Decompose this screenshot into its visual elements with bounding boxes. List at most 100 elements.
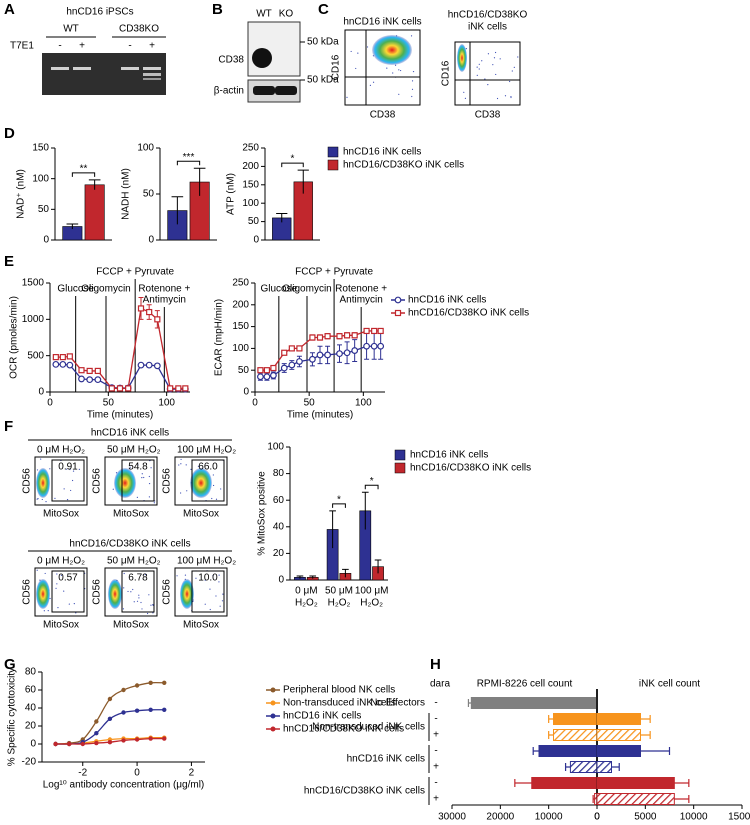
gate-value: 66.0 [198,462,218,473]
gel-band [143,73,161,76]
event-label: Glucose [260,284,297,295]
flow-dot [476,74,478,76]
point [121,738,126,743]
gate [121,459,155,502]
y-tick-label: 100 [242,198,259,209]
y-tick-label: 60 [273,495,285,506]
marker [175,385,182,392]
y-tick-label: 0 [148,235,154,246]
panel-letter: F [4,418,13,435]
row-label: No Effectors [370,698,425,709]
marker [324,333,331,340]
flow-x-label: MitoSox [183,620,219,631]
error-bar [548,715,554,723]
bar [553,713,598,725]
flow-dot [143,476,145,479]
blot-band [252,48,272,68]
flow-x-label: MitoSox [183,509,219,520]
y-tick-label: 1500 [22,278,45,289]
flow-dot [487,53,490,55]
flow-dot [63,488,65,490]
marker [288,361,296,369]
event-label: Rotenone + [335,284,387,295]
gate [191,459,225,502]
bar [596,729,641,741]
x-axis-label: Time (minutes) [287,410,353,421]
legend-swatch [327,159,339,171]
flow-dot [180,492,182,494]
flow-dot [75,612,77,614]
flow-title: hnCD16/CD38KO [448,10,528,21]
marker [371,327,378,335]
x-tick-label: 50 [304,398,316,409]
x-tick-label: 100 [158,398,175,409]
flow-y-label: CD56 [22,468,33,494]
flow-y-label: CD16 [331,54,342,80]
marker [296,358,303,365]
flow-dot [132,588,134,591]
bar [596,761,612,773]
marker [116,385,124,392]
point [107,696,113,702]
flow-dot [56,573,58,575]
marker [182,385,189,392]
blot-band [253,86,275,95]
event-label: FCCP + Pyruvate [96,267,174,278]
event-label: Antimycin [339,295,382,306]
y-tick-label: 100 [232,343,249,354]
x-tick-label: 20000 [486,812,514,823]
error-bar [297,169,309,194]
error-bar [88,179,101,190]
marker [78,367,85,374]
x-tick-label: 50 [103,398,115,409]
flow-dot [411,80,414,82]
gate-value: 6.78 [128,573,148,584]
flow-dot [517,56,519,58]
y-tick-label: 100 [267,442,284,453]
legend-label: hnCD16 iNK cells [408,295,486,306]
error-bar [296,575,304,579]
y-tick-label: 0 [38,387,44,398]
x-tick-label: 0 [594,812,600,823]
flow-dot [221,600,224,602]
row-label: Non-transduced iNK cells [312,722,425,733]
flow-dot [71,479,74,482]
y-tick-label: 0 [278,575,284,586]
point [53,741,58,747]
dara-sign: + [433,730,439,741]
legend-marker [270,700,276,706]
gel-lane: + [149,41,155,52]
y-tick-label: 60 [25,685,37,696]
bar [596,793,675,805]
flow-dot [55,587,57,589]
flow-dot [144,573,146,576]
flow-dot [398,69,400,71]
significance-bracket [332,503,346,508]
flow-dot [204,603,206,605]
y-tick-label: 50 [143,189,155,200]
y-tick-label: 100 [32,173,49,184]
flow-dot [369,84,371,86]
flow-dot [41,498,43,501]
gel-lane: + [79,41,85,52]
flow-dot [464,97,467,99]
flow-dot [350,50,352,53]
flow-dot [141,477,143,479]
marker [59,354,66,361]
flow-dot [146,612,149,615]
y-tick-label: 0 [243,387,249,398]
x-tick-label: 0 [594,812,600,823]
marker [281,349,288,356]
flow-dot [212,484,215,487]
legend-label: hnCD16/CD38KO iNK cells [410,463,531,474]
flow-dot [204,579,206,581]
gate-value: 54.8 [128,462,148,473]
flow-dot [185,464,187,466]
y-axis-label: % MitoSox positive [257,471,268,556]
event-label: Oligomycin [81,284,130,295]
row-label: hnCD16 iNK cells [347,754,425,765]
flow-dot [133,601,135,603]
y-axis-label: ECAR (mpH/min) [214,299,225,376]
blot-band [275,86,297,95]
flow-dot [411,95,413,98]
